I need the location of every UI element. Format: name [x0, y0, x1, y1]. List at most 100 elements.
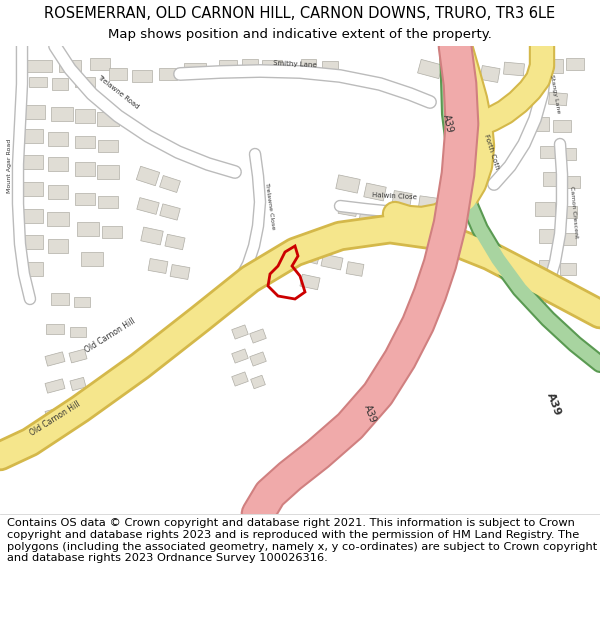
FancyBboxPatch shape	[136, 166, 160, 186]
FancyBboxPatch shape	[388, 212, 408, 226]
FancyBboxPatch shape	[97, 112, 119, 126]
FancyBboxPatch shape	[45, 379, 65, 393]
FancyBboxPatch shape	[19, 105, 44, 119]
FancyBboxPatch shape	[48, 185, 68, 199]
FancyBboxPatch shape	[48, 132, 68, 146]
FancyBboxPatch shape	[51, 107, 73, 121]
FancyBboxPatch shape	[160, 176, 181, 192]
Text: Mount Agar Road: Mount Agar Road	[7, 139, 13, 193]
FancyBboxPatch shape	[97, 165, 119, 179]
FancyBboxPatch shape	[21, 129, 43, 143]
FancyBboxPatch shape	[559, 206, 577, 218]
FancyBboxPatch shape	[418, 59, 442, 79]
FancyBboxPatch shape	[137, 198, 159, 214]
FancyBboxPatch shape	[70, 378, 86, 391]
FancyBboxPatch shape	[69, 349, 87, 363]
FancyBboxPatch shape	[51, 293, 69, 305]
FancyBboxPatch shape	[232, 372, 248, 386]
FancyBboxPatch shape	[74, 297, 90, 307]
FancyBboxPatch shape	[24, 60, 52, 72]
Text: Trelawne Road: Trelawne Road	[96, 74, 140, 110]
FancyBboxPatch shape	[98, 140, 118, 152]
FancyBboxPatch shape	[160, 204, 180, 220]
FancyBboxPatch shape	[364, 183, 386, 201]
Text: ROSEMERRAN, OLD CARNON HILL, CARNON DOWNS, TRURO, TR3 6LE: ROSEMERRAN, OLD CARNON HILL, CARNON DOWN…	[44, 6, 556, 21]
FancyBboxPatch shape	[48, 157, 68, 171]
FancyBboxPatch shape	[75, 77, 95, 87]
FancyBboxPatch shape	[242, 59, 258, 69]
FancyBboxPatch shape	[336, 175, 360, 193]
Text: A39: A39	[545, 391, 563, 417]
FancyBboxPatch shape	[21, 235, 43, 249]
FancyBboxPatch shape	[560, 263, 576, 275]
FancyBboxPatch shape	[21, 209, 43, 223]
FancyBboxPatch shape	[531, 117, 549, 131]
FancyBboxPatch shape	[45, 352, 65, 366]
FancyBboxPatch shape	[102, 226, 122, 238]
FancyBboxPatch shape	[251, 375, 265, 389]
Text: Trelawne Close: Trelawne Close	[264, 182, 276, 229]
FancyBboxPatch shape	[70, 327, 86, 337]
FancyBboxPatch shape	[548, 92, 568, 106]
FancyBboxPatch shape	[232, 325, 248, 339]
Text: Contains OS data © Crown copyright and database right 2021. This information is : Contains OS data © Crown copyright and d…	[7, 519, 598, 563]
Text: Forth Coth: Forth Coth	[484, 134, 500, 171]
FancyBboxPatch shape	[418, 196, 438, 212]
FancyBboxPatch shape	[21, 155, 43, 169]
FancyBboxPatch shape	[52, 78, 68, 90]
FancyBboxPatch shape	[539, 260, 557, 272]
FancyBboxPatch shape	[132, 70, 152, 82]
Text: Halwin Close: Halwin Close	[373, 192, 418, 200]
FancyBboxPatch shape	[449, 66, 471, 82]
Text: Carnon Crescent: Carnon Crescent	[569, 186, 579, 238]
FancyBboxPatch shape	[540, 146, 556, 158]
FancyBboxPatch shape	[503, 62, 524, 76]
Text: A39: A39	[362, 403, 378, 424]
FancyBboxPatch shape	[262, 60, 282, 72]
FancyBboxPatch shape	[47, 212, 69, 226]
FancyBboxPatch shape	[29, 77, 47, 87]
FancyBboxPatch shape	[359, 208, 381, 224]
FancyBboxPatch shape	[250, 352, 266, 366]
FancyBboxPatch shape	[541, 59, 563, 73]
FancyBboxPatch shape	[75, 109, 95, 123]
FancyBboxPatch shape	[338, 201, 358, 216]
FancyBboxPatch shape	[564, 176, 580, 188]
FancyBboxPatch shape	[98, 196, 118, 208]
FancyBboxPatch shape	[524, 86, 545, 102]
FancyBboxPatch shape	[90, 58, 110, 70]
FancyBboxPatch shape	[301, 59, 316, 69]
FancyBboxPatch shape	[45, 407, 65, 421]
FancyBboxPatch shape	[75, 136, 95, 148]
FancyBboxPatch shape	[250, 329, 266, 343]
FancyBboxPatch shape	[560, 233, 576, 245]
FancyBboxPatch shape	[77, 222, 99, 236]
FancyBboxPatch shape	[159, 68, 177, 80]
FancyBboxPatch shape	[21, 182, 43, 196]
FancyBboxPatch shape	[560, 148, 576, 160]
Text: Stangy Lane: Stangy Lane	[549, 74, 561, 114]
FancyBboxPatch shape	[300, 248, 320, 264]
FancyBboxPatch shape	[321, 254, 343, 270]
FancyBboxPatch shape	[535, 202, 555, 216]
FancyBboxPatch shape	[75, 193, 95, 205]
FancyBboxPatch shape	[232, 349, 248, 363]
FancyBboxPatch shape	[81, 252, 103, 266]
FancyBboxPatch shape	[392, 191, 412, 208]
FancyBboxPatch shape	[165, 234, 185, 250]
Text: Smithy Lane: Smithy Lane	[273, 60, 317, 68]
FancyBboxPatch shape	[322, 61, 338, 71]
Text: Old Carnon Hill: Old Carnon Hill	[28, 400, 82, 438]
FancyBboxPatch shape	[46, 324, 64, 334]
FancyBboxPatch shape	[21, 262, 43, 276]
FancyBboxPatch shape	[219, 60, 237, 72]
FancyBboxPatch shape	[170, 264, 190, 279]
Text: A39: A39	[441, 114, 455, 134]
FancyBboxPatch shape	[480, 66, 500, 82]
Text: Old Carnon Hill: Old Carnon Hill	[83, 317, 137, 355]
FancyBboxPatch shape	[48, 239, 68, 253]
FancyBboxPatch shape	[346, 262, 364, 276]
FancyBboxPatch shape	[539, 229, 557, 243]
FancyBboxPatch shape	[553, 120, 571, 132]
FancyBboxPatch shape	[300, 274, 320, 290]
